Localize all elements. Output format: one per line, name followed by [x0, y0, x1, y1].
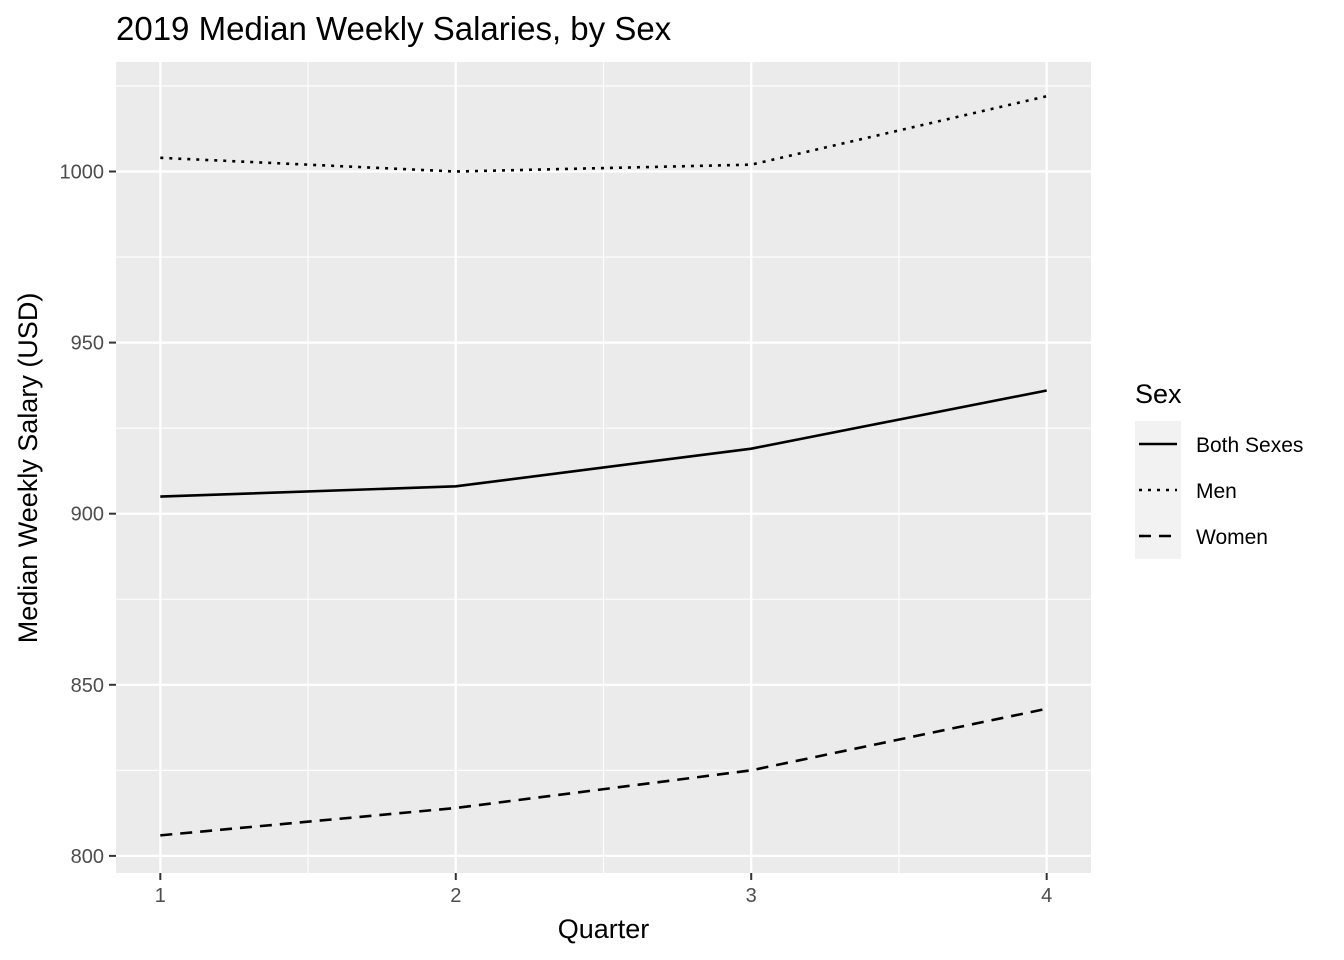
series-line-both-sexes — [160, 389, 1047, 498]
y-axis-title: Median Weekly Salary (USD) — [13, 293, 43, 644]
x-tick-label: 4 — [1041, 885, 1052, 907]
series-line-men — [160, 94, 1047, 173]
legend-items: Both Sexes Men Women — [1135, 421, 1303, 559]
y-tick-label: 800 — [71, 846, 104, 868]
legend: Sex Both Sexes Men Women — [1135, 379, 1303, 559]
x-tick-label: 1 — [155, 885, 166, 907]
legend-label: Both Sexes — [1196, 434, 1303, 457]
y-tick-label: 1000 — [60, 162, 105, 184]
y-tick-label: 900 — [71, 504, 104, 526]
y-axis: 800 850 900 950 1000 — [60, 162, 116, 868]
x-tick-label: 2 — [450, 885, 461, 907]
legend-title: Sex — [1135, 379, 1182, 409]
legend-label: Men — [1196, 480, 1237, 503]
series-line-women — [160, 707, 1047, 837]
grid-minor — [116, 62, 1091, 873]
y-tick-label: 850 — [71, 675, 104, 697]
series-lines — [160, 94, 1047, 837]
chart-title: 2019 Median Weekly Salaries, by Sex — [116, 10, 672, 47]
y-tick-label: 950 — [71, 333, 104, 355]
x-axis: 1 2 3 4 — [155, 873, 1052, 907]
x-tick-label: 3 — [746, 885, 757, 907]
legend-label: Women — [1196, 526, 1268, 549]
grid-major — [116, 62, 1091, 873]
x-axis-title: Quarter — [558, 914, 650, 944]
